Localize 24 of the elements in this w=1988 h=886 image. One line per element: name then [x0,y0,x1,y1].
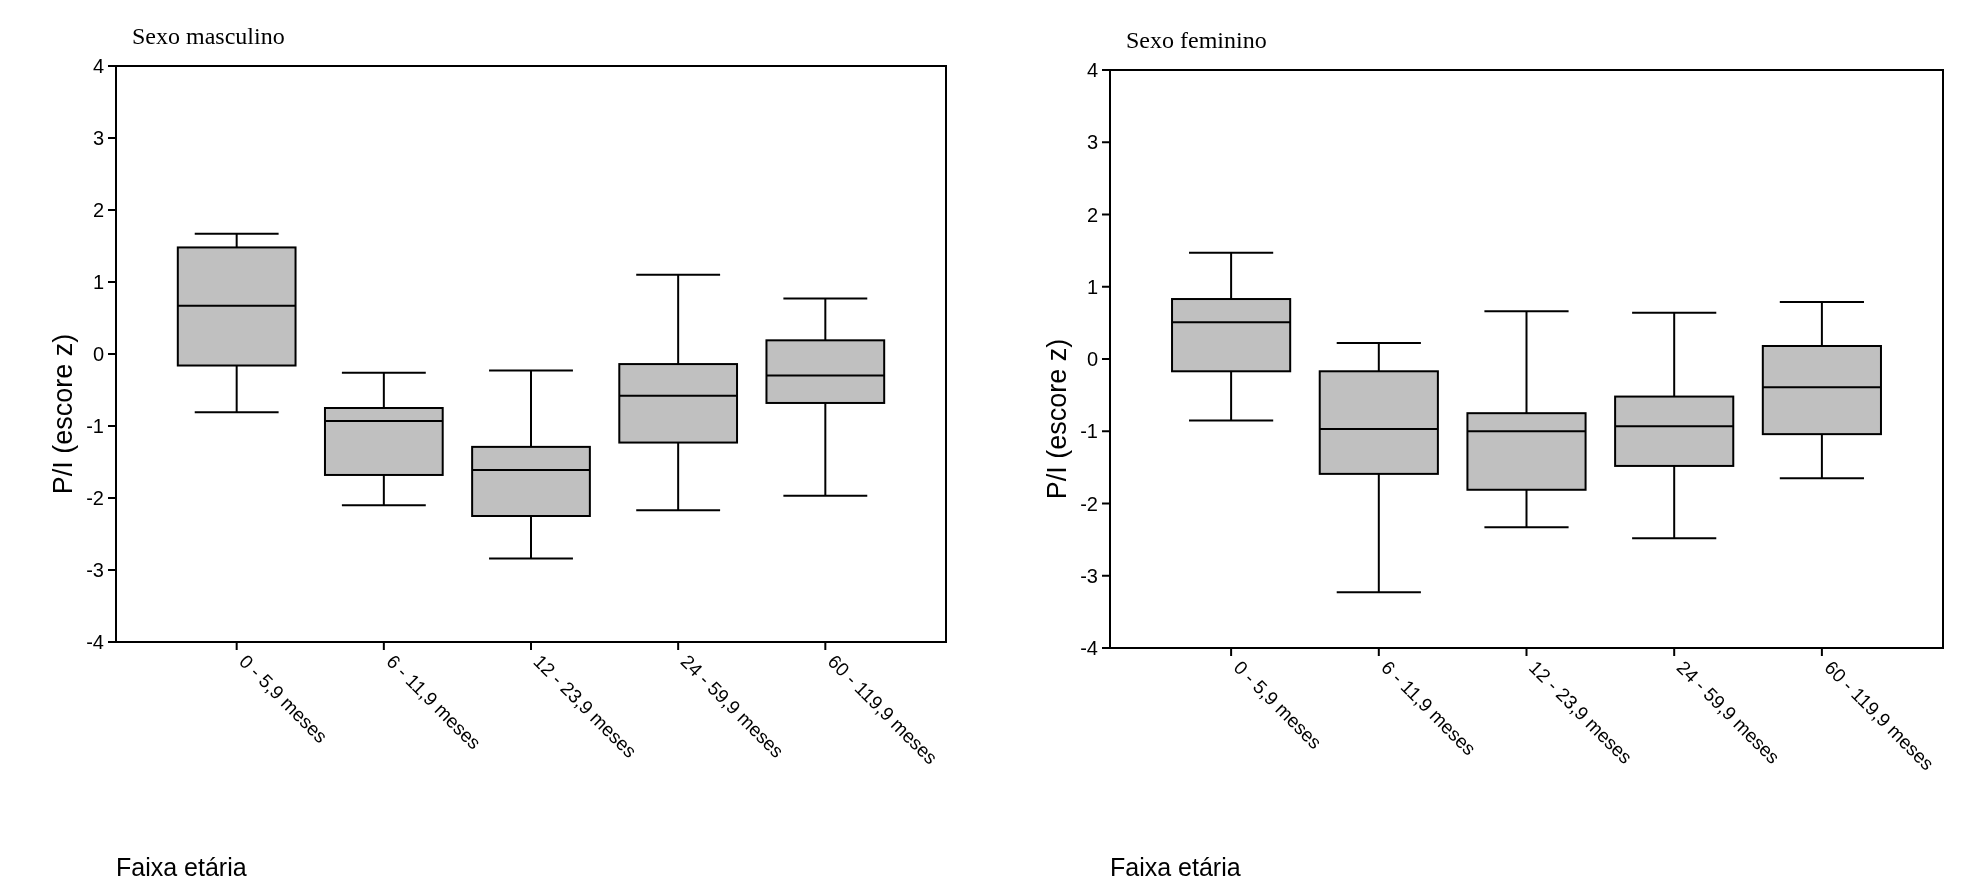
y-tick-label: 0 [92,343,104,365]
y-tick-label: -4 [86,631,104,653]
y-tick-label: -2 [86,487,104,509]
x-axis-title: Faixa etária [1110,853,1241,881]
y-tick-label: 3 [92,127,104,149]
y-axis-title: P/I (escore z) [1042,338,1072,500]
y-tick-label: -2 [1080,492,1098,515]
y-tick-label: 1 [1086,275,1098,298]
y-tick-label: -4 [1080,637,1098,659]
y-tick-label: 0 [1086,348,1098,370]
y-tick-label: -1 [1080,420,1098,443]
y-tick-label: -1 [86,415,104,437]
chart-title: Sexo feminino [1126,27,1267,53]
y-tick-label: -3 [1080,564,1098,587]
y-tick-label: -3 [86,559,104,581]
y-tick-label: 1 [92,271,104,293]
y-tick-label: 4 [1086,59,1098,81]
y-tick-label: 4 [92,55,104,77]
chart-title: Sexo masculino [132,23,285,49]
y-tick-label: 3 [1086,131,1098,154]
y-axis-title: P/I (escore z) [48,333,78,495]
x-axis-title: Faixa etária [116,853,247,881]
y-tick-label: 2 [1086,203,1098,226]
y-tick-label: 2 [92,199,104,221]
